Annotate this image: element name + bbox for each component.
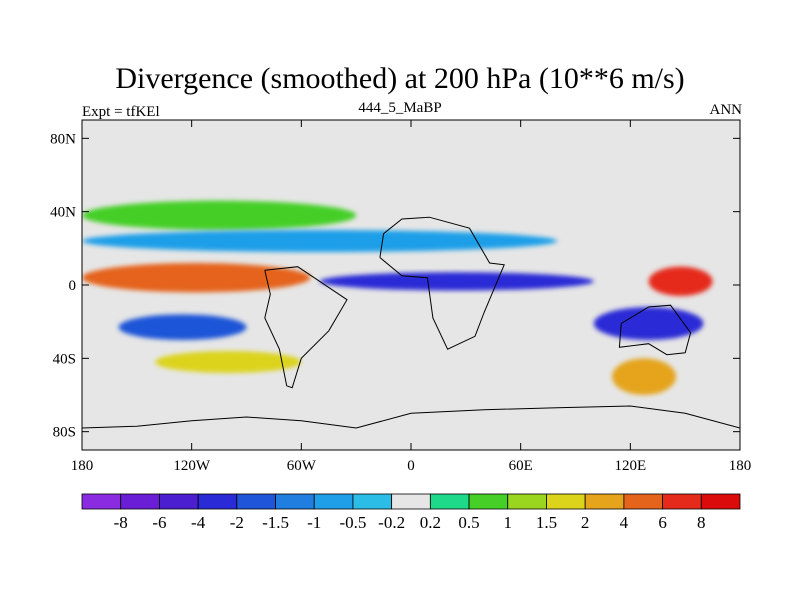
colorbar-box-15: [662, 493, 702, 510]
chart-title: Divergence (smoothed) at 200 hPa (10**6 …: [115, 62, 685, 95]
colorbar-label-7: -0.2: [378, 513, 405, 532]
colorbar-box-1: [120, 493, 160, 510]
colorbar-box-16: [700, 493, 741, 510]
x-tick-label-3: 0: [407, 458, 415, 474]
colorbar-box-4: [236, 493, 276, 510]
coastline-segment-1: [379, 216, 505, 350]
y-tick-label-2: 0: [69, 278, 77, 294]
x-tick-label-4: 60E: [509, 458, 533, 474]
colorbar-box-7: [352, 493, 393, 510]
colorbar-label-14: 6: [658, 513, 667, 532]
divergence-field: [82, 200, 713, 395]
field-feature-3: [82, 200, 357, 230]
colorbar-label-5: -1: [307, 513, 321, 532]
colorbar-label-11: 1.5: [536, 513, 557, 532]
colorbar-box-3: [197, 493, 238, 510]
y-tick-label-1: 40N: [50, 205, 76, 221]
field-feature-7: [612, 358, 677, 395]
coastline-segment-0: [264, 266, 348, 389]
colorbar-box-9: [429, 493, 470, 510]
y-tick-label-3: 40S: [53, 351, 76, 367]
colorbar-label-10: 1: [504, 513, 513, 532]
colorbar-label-1: -6: [152, 513, 166, 532]
x-tick-label-1: 120W: [173, 458, 211, 474]
colorbar-label-15: 8: [697, 513, 706, 532]
field-feature-8: [155, 351, 302, 373]
coastline-segment-2: [618, 304, 692, 356]
colorbar-label-6: -0.5: [339, 513, 366, 532]
field-feature-6: [593, 307, 704, 340]
colorbar-label-13: 4: [620, 513, 629, 532]
y-tick-label-4: 80S: [53, 425, 76, 441]
x-tick-label-0: 180: [71, 458, 94, 474]
colorbar-label-2: -4: [191, 513, 206, 532]
colorbar-box-13: [584, 493, 625, 510]
coastline-segment-3: [82, 405, 740, 429]
field-feature-2: [118, 314, 247, 340]
x-tick-label-2: 60W: [287, 458, 317, 474]
colorbar-label-9: 0.5: [458, 513, 479, 532]
colorbar-label-4: -1.5: [262, 513, 289, 532]
colorbar-box-0: [81, 493, 122, 510]
colorbar: -8 -6 -4 -2 -1.5 -1 -0.5 -0.2 0.2 0.5 1 1.5 2 4 6 8: [81, 493, 741, 532]
x-tick-label-6: 180: [729, 458, 752, 474]
axes: 180 120W 60W 0 60E 120E 180 80N 40N 0 40S 80S: [50, 120, 751, 474]
colorbar-box-5: [275, 493, 315, 510]
colorbar-box-6: [313, 493, 354, 510]
colorbar-label-8: 0.2: [420, 513, 441, 532]
colorbar-box-12: [546, 493, 586, 510]
coastline: [82, 216, 740, 429]
colorbar-box-8: [391, 493, 431, 510]
field-feature-4: [82, 230, 558, 252]
y-tick-label-0: 80N: [50, 131, 76, 147]
field-feature-0: [82, 263, 311, 293]
colorbar-box-10: [468, 493, 509, 510]
colorbar-label-3: -2: [230, 513, 244, 532]
colorbar-label-12: 2: [581, 513, 590, 532]
field-feature-5: [648, 266, 713, 297]
colorbar-label-0: -8: [114, 513, 128, 532]
x-tick-label-5: 120E: [614, 458, 646, 474]
colorbar-box-11: [507, 493, 547, 510]
field-feature-1: [319, 272, 594, 291]
colorbar-box-14: [623, 493, 663, 510]
case-label: 444_5_MaBP: [358, 100, 442, 116]
experiment-label: Expt = tfKEl: [82, 104, 160, 120]
colorbar-box-2: [159, 493, 199, 510]
season-label: ANN: [709, 102, 743, 118]
